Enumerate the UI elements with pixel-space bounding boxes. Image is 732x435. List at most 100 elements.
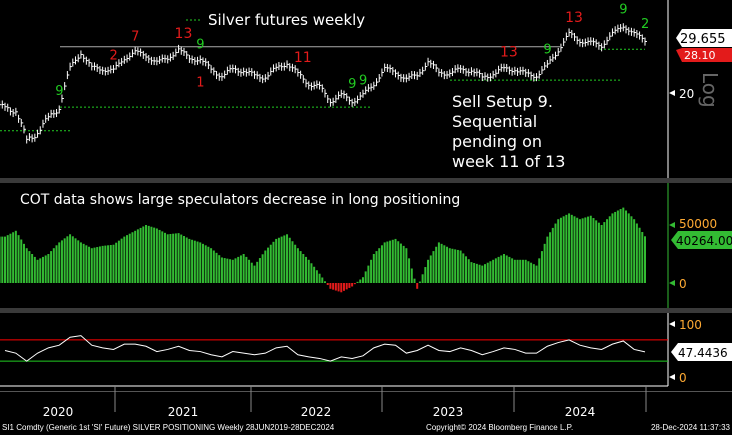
cot-bar: [93, 247, 96, 283]
cot-bar: [250, 262, 253, 283]
cot-bar: [20, 239, 23, 283]
price-tick-20: 20: [679, 87, 694, 101]
cot-bar: [418, 281, 421, 283]
cot-bar: [71, 236, 74, 283]
panel-divider-2[interactable]: [0, 308, 732, 313]
annotation-line-4: week 11 of 13: [452, 152, 565, 171]
cot-bar: [25, 248, 28, 283]
cot-bar: [489, 261, 492, 283]
cot-bar: [63, 238, 66, 283]
year-label: 2021: [168, 405, 199, 419]
cot-bar: [573, 216, 576, 283]
cot-bar: [505, 255, 508, 283]
cot-bar: [88, 246, 91, 283]
cot-bar: [592, 218, 595, 283]
cot-bar: [527, 261, 530, 283]
cot-bar: [315, 270, 318, 283]
cot-bar: [589, 215, 592, 283]
cot-bar: [85, 245, 88, 283]
cot-bar: [126, 235, 129, 283]
footer-copyright: Copyright© 2024 Bloomberg Finance L.P.: [426, 423, 573, 432]
cot-bar: [145, 225, 148, 283]
td-count-label: 9: [196, 37, 204, 52]
cot-bar: [280, 236, 283, 283]
cot-bar: [150, 226, 153, 283]
cot-bar: [318, 273, 321, 283]
cot-tick-50000: 50000: [679, 217, 717, 231]
cot-bar: [467, 259, 470, 283]
cot-bar: [136, 229, 139, 283]
cot-bar: [456, 249, 459, 283]
cot-bar: [28, 251, 31, 283]
cot-bar: [389, 240, 392, 283]
cot-bar: [470, 262, 473, 283]
cot-bar: [267, 247, 270, 283]
cot-bar: [532, 264, 535, 283]
cot-bar: [226, 258, 229, 283]
cot-bar: [524, 259, 527, 283]
cot-bar: [597, 222, 600, 283]
cot-bar: [595, 220, 598, 283]
cot-bar: [475, 263, 478, 283]
cot-bar: [380, 245, 383, 283]
cot-bar: [641, 232, 644, 283]
cot-bar: [31, 254, 34, 283]
panel-divider-1[interactable]: [0, 178, 732, 183]
cot-bar: [329, 283, 332, 289]
cot-bar: [551, 227, 554, 283]
cot-bar: [386, 241, 389, 283]
cot-bar: [256, 261, 259, 283]
cot-bar: [440, 243, 443, 283]
rsi-tick-100: 100: [679, 318, 702, 332]
cot-bar: [619, 209, 622, 283]
cot-bar: [153, 227, 156, 283]
cot-bar: [513, 259, 516, 283]
rsi-tick-0: 0: [679, 371, 687, 385]
cot-bar: [516, 259, 519, 283]
cot-bar: [9, 233, 12, 283]
cot-bar: [182, 236, 185, 283]
cot-bar: [473, 262, 476, 283]
cot-bar: [337, 283, 340, 292]
cot-bar: [508, 256, 511, 283]
cot-bar: [101, 245, 104, 283]
cot-bar: [519, 259, 522, 283]
td-count-label: 9: [543, 43, 551, 58]
last-price-tag: [676, 29, 732, 47]
cot-bar: [584, 217, 587, 283]
cot-bar: [12, 232, 15, 283]
cot-bar: [218, 255, 221, 283]
cot-bar: [112, 244, 115, 283]
cot-bar: [459, 250, 462, 283]
cot-bar: [538, 258, 541, 283]
cot-bar: [201, 243, 204, 283]
td-count-label: 2: [641, 17, 649, 32]
cot-bar: [565, 214, 568, 283]
cot-bar: [14, 230, 17, 283]
cot-bar: [568, 213, 571, 283]
cot-bar: [109, 245, 112, 283]
cot-bar: [435, 246, 438, 283]
cot-bar: [66, 236, 69, 283]
cot-bar: [324, 281, 326, 283]
cot-bar: [155, 228, 158, 283]
rsi-last-tag: [671, 343, 732, 361]
cot-bar: [307, 259, 310, 283]
cot-bar: [429, 255, 432, 283]
cot-bar: [345, 283, 348, 290]
td-count-label: 7: [131, 30, 139, 45]
cot-bar: [82, 243, 85, 283]
cot-bar: [625, 210, 628, 283]
cot-bar: [288, 237, 291, 283]
tick-marker: [669, 280, 675, 286]
cot-bar: [79, 242, 82, 283]
log-scale-label[interactable]: Log: [698, 72, 722, 108]
cot-bar: [207, 246, 210, 283]
cot-bar: [611, 213, 614, 283]
cot-bar: [614, 211, 617, 283]
cot-bar: [413, 278, 416, 283]
cot-bar: [115, 242, 118, 283]
cot-bar: [391, 239, 394, 283]
cot-bar: [424, 267, 427, 283]
cot-bar: [570, 214, 573, 283]
